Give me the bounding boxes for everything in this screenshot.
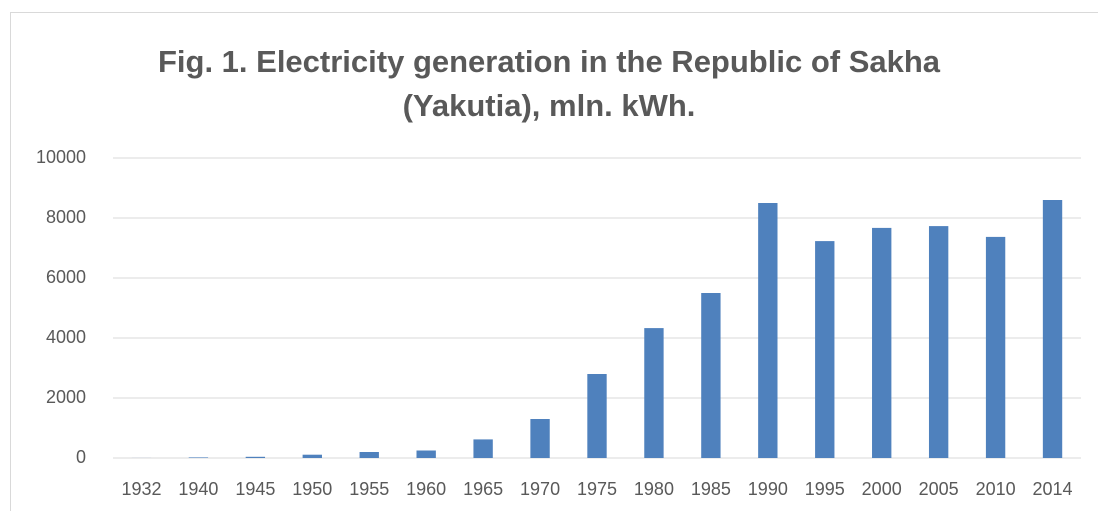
y-tick-label: 6000 bbox=[46, 267, 86, 287]
bar bbox=[530, 419, 550, 458]
chart-title: Fig. 1. Electricity generation in the Re… bbox=[157, 44, 941, 123]
bar bbox=[985, 236, 1006, 458]
bar bbox=[1042, 200, 1063, 458]
y-tick-label: 0 bbox=[76, 447, 86, 467]
bar bbox=[587, 374, 607, 458]
bar bbox=[245, 456, 266, 458]
x-tick-label: 1970 bbox=[520, 479, 560, 499]
x-tick-label: 1940 bbox=[178, 479, 218, 499]
bar bbox=[302, 454, 322, 458]
y-tick-label: 2000 bbox=[46, 387, 86, 407]
bar bbox=[416, 450, 436, 458]
x-tick-label: 1980 bbox=[634, 479, 674, 499]
bar bbox=[644, 328, 664, 458]
bar bbox=[928, 226, 949, 458]
x-tick-label: 1975 bbox=[577, 479, 617, 499]
bar bbox=[872, 227, 892, 458]
bar bbox=[758, 203, 778, 458]
x-tick-label: 2014 bbox=[1033, 479, 1073, 499]
x-tick-label: 1965 bbox=[463, 479, 503, 499]
y-tick-label: 4000 bbox=[46, 327, 86, 347]
bar bbox=[815, 241, 835, 458]
x-tick-label: 2005 bbox=[919, 479, 959, 499]
x-tick-label: 2000 bbox=[862, 479, 902, 499]
bar bbox=[359, 452, 379, 458]
x-tick-label: 1955 bbox=[349, 479, 389, 499]
x-tick-label: 1995 bbox=[805, 479, 845, 499]
x-tick-label: 1932 bbox=[121, 479, 161, 499]
bar bbox=[188, 457, 209, 458]
bar bbox=[473, 439, 493, 458]
bar bbox=[701, 293, 721, 458]
x-tick-label: 1985 bbox=[691, 479, 731, 499]
chart-frame bbox=[10, 12, 1098, 511]
x-tick-label: 2010 bbox=[976, 479, 1016, 499]
x-tick-label: 1960 bbox=[406, 479, 446, 499]
x-tick-label: 1945 bbox=[235, 479, 275, 499]
y-tick-label: 10000 bbox=[36, 147, 86, 167]
x-tick-label: 1950 bbox=[292, 479, 332, 499]
x-tick-label: 1990 bbox=[748, 479, 788, 499]
y-tick-label: 8000 bbox=[46, 207, 86, 227]
